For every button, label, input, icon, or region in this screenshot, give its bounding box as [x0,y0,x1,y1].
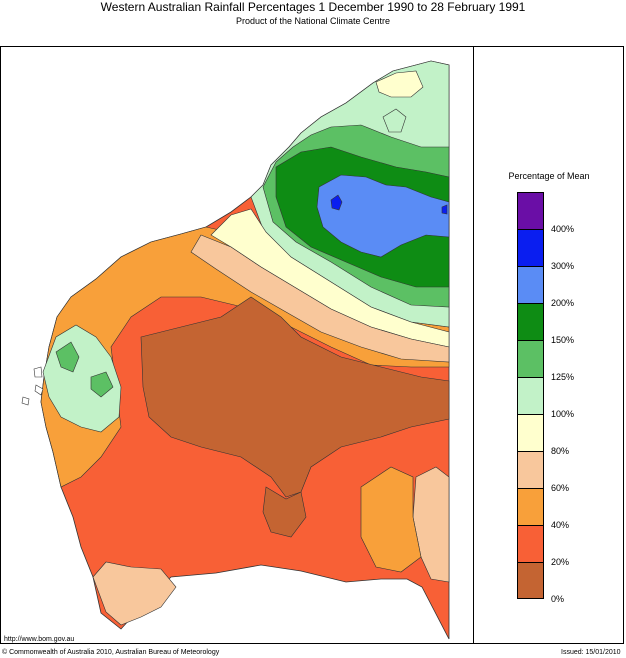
central-south-brown [262,486,307,538]
legend-swatch [517,340,544,377]
north-green-patch [382,108,407,133]
legend-swatch [517,451,544,488]
legend-divider [473,46,474,644]
legend-swatch [517,525,544,562]
north-pale-patch [375,70,424,98]
legend-swatch [517,562,544,599]
copyright-text: © Commonwealth of Australia 2010, Austra… [2,649,220,656]
southwest-pale [92,561,177,626]
band-300-400 [330,194,343,211]
band-0-20 [140,296,450,498]
legend-tick-label: 300% [551,261,575,271]
source-url[interactable]: http://www.bom.gov.au [4,636,75,643]
legend-swatch [517,488,544,525]
legend-tick-label: 80% [551,446,570,456]
map-subtitle: Product of the National Climate Centre [235,16,391,26]
legend-swatch [517,414,544,451]
east-orange [360,466,422,573]
legend-tick-label: 200% [551,298,575,308]
legend-tick-label: 0% [551,594,565,604]
legend-swatch [517,266,544,303]
band-300-400-east [441,204,448,215]
legend-tick-label: 150% [551,335,575,345]
legend-tick-label: 125% [551,372,575,382]
rainfall-map [21,60,450,640]
legend-swatch [517,229,544,266]
map-frame [0,46,624,644]
legend-swatch [517,377,544,414]
legend-swatch [517,192,544,229]
legend-tick-label: 60% [551,483,570,493]
issued-date: Issued: 15/01/2010 [561,649,621,656]
legend-swatch [517,303,544,340]
west-coast-dark-green-2 [90,371,114,398]
island [34,384,44,396]
band-60-80-coast [190,234,450,363]
west-coast-dark-green [55,341,80,373]
legend-colorbar [517,192,544,599]
legend-tick-label: 100% [551,409,575,419]
legend-tick-label: 20% [551,557,570,567]
legend-tick-label: 40% [551,520,570,530]
island [21,396,30,406]
legend-tick-label: 400% [551,224,575,234]
legend-title: Percentage of Mean [508,171,590,181]
map-title: Western Australian Rainfall Percentages … [100,0,526,14]
island [33,366,43,378]
band-200-300 [316,174,450,258]
